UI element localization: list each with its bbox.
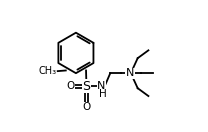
Text: H: H	[99, 89, 107, 99]
Text: N: N	[126, 68, 134, 78]
Text: O: O	[67, 81, 75, 91]
Text: CH₃: CH₃	[39, 66, 57, 76]
Text: O: O	[82, 102, 90, 112]
Text: N: N	[97, 81, 106, 91]
Text: S: S	[82, 80, 90, 93]
